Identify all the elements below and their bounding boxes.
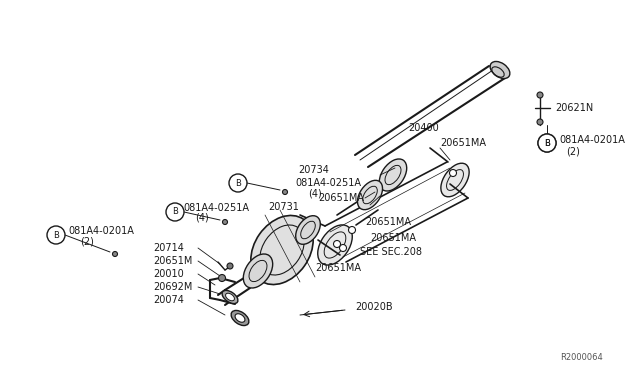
Ellipse shape [317, 225, 352, 265]
Text: 081A4-0201A: 081A4-0201A [68, 226, 134, 236]
Circle shape [218, 275, 225, 282]
Text: 20020B: 20020B [355, 302, 392, 312]
Text: B: B [172, 208, 178, 217]
Circle shape [113, 251, 118, 257]
Ellipse shape [222, 291, 238, 304]
Text: 081A4-0201A: 081A4-0201A [559, 135, 625, 145]
Text: 20651MA: 20651MA [440, 138, 486, 148]
Text: 20692M: 20692M [153, 282, 193, 292]
Text: 20651M: 20651M [153, 256, 193, 266]
Circle shape [227, 263, 233, 269]
Circle shape [223, 219, 227, 224]
Text: 20651MA: 20651MA [370, 233, 416, 243]
Text: 20400: 20400 [408, 123, 439, 133]
Text: 081A4-0251A: 081A4-0251A [183, 203, 249, 213]
Circle shape [47, 226, 65, 244]
Text: 20010: 20010 [153, 269, 184, 279]
Text: (2): (2) [566, 146, 580, 156]
Text: B: B [544, 138, 550, 148]
Text: 20651MA: 20651MA [318, 193, 364, 203]
Text: B: B [53, 231, 59, 240]
Circle shape [538, 134, 556, 152]
Ellipse shape [490, 61, 510, 78]
Text: 20074: 20074 [153, 295, 184, 305]
Text: (4): (4) [308, 188, 322, 198]
Ellipse shape [251, 215, 313, 285]
Circle shape [349, 227, 355, 234]
Circle shape [449, 170, 456, 176]
Circle shape [282, 189, 287, 195]
Circle shape [538, 134, 556, 152]
Ellipse shape [296, 216, 320, 244]
Text: B: B [544, 138, 550, 148]
Circle shape [537, 92, 543, 98]
Text: 20621N: 20621N [555, 103, 593, 113]
Circle shape [333, 241, 340, 247]
Text: B: B [235, 179, 241, 187]
Text: 081A4-0251A: 081A4-0251A [295, 178, 361, 188]
Ellipse shape [380, 159, 406, 191]
Text: 20714: 20714 [153, 243, 184, 253]
Text: (4): (4) [195, 213, 209, 223]
Text: 20734: 20734 [298, 165, 329, 175]
Text: (2): (2) [80, 237, 94, 247]
Circle shape [339, 244, 346, 251]
Ellipse shape [231, 311, 249, 326]
Ellipse shape [243, 254, 273, 288]
Text: 20651MA: 20651MA [365, 217, 411, 227]
Text: 20731: 20731 [268, 202, 299, 212]
Ellipse shape [358, 180, 383, 210]
Text: R2000064: R2000064 [560, 353, 603, 362]
Ellipse shape [235, 314, 245, 322]
Circle shape [229, 174, 247, 192]
Ellipse shape [441, 163, 469, 197]
Text: 20651MA: 20651MA [315, 263, 361, 273]
Circle shape [166, 203, 184, 221]
Ellipse shape [225, 293, 234, 301]
Text: SEE SEC.208: SEE SEC.208 [360, 247, 422, 257]
Circle shape [537, 119, 543, 125]
